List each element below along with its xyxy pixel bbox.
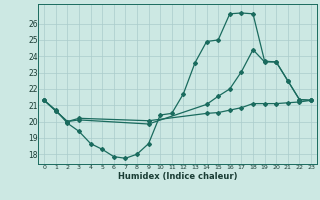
X-axis label: Humidex (Indice chaleur): Humidex (Indice chaleur): [118, 172, 237, 181]
